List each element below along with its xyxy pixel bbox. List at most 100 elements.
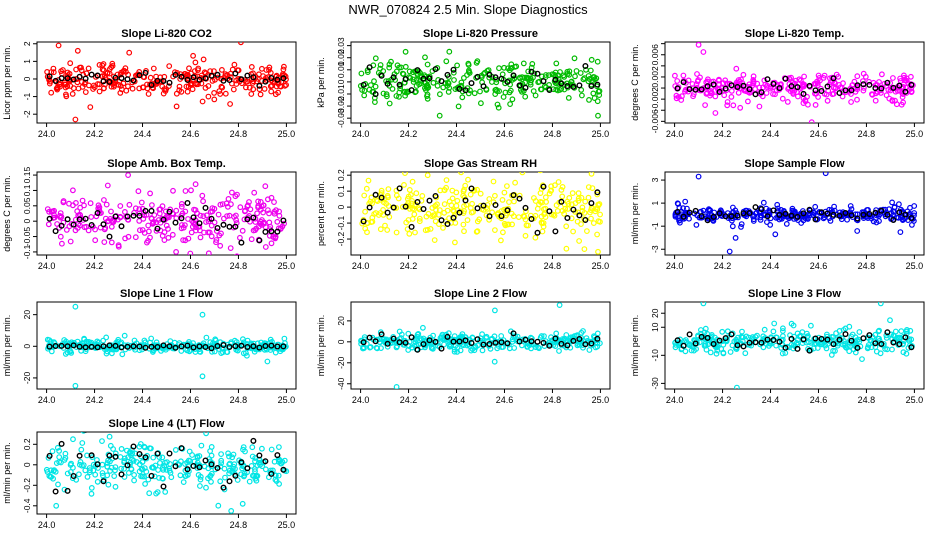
data-point — [491, 358, 498, 365]
x-tick-label: 24.6 — [182, 261, 200, 271]
data-point — [224, 72, 231, 78]
data-point — [380, 211, 387, 218]
data-point — [251, 473, 258, 479]
data-point — [167, 338, 174, 345]
data-point — [500, 229, 506, 236]
reference-point — [546, 208, 553, 215]
data-point — [727, 349, 734, 355]
data-point — [135, 188, 142, 195]
data-point — [760, 344, 767, 351]
panel-4: Slope Amb. Box Temp. degrees C per min. 24… — [2, 158, 297, 272]
reference-point — [812, 335, 819, 342]
panel-title: Slope Sample Flow — [744, 158, 845, 170]
data-point — [525, 68, 532, 75]
data-point — [109, 63, 116, 69]
data-point — [429, 213, 436, 220]
reference-point — [100, 221, 107, 228]
data-point — [559, 183, 566, 190]
data-point — [596, 88, 603, 94]
data-point — [56, 267, 61, 272]
data-point — [572, 200, 579, 207]
reference-point — [196, 76, 203, 83]
outlier-point — [199, 311, 206, 318]
reference-point — [902, 334, 909, 341]
data-point — [563, 223, 570, 230]
reference-point — [908, 344, 915, 351]
reference-point — [860, 335, 867, 342]
reference-point — [890, 216, 897, 223]
reference-point — [58, 440, 65, 447]
data-point — [156, 206, 163, 213]
x-tick-label: 24.2 — [714, 261, 732, 271]
data-point — [780, 325, 786, 332]
data-point — [238, 42, 244, 46]
reference-point — [112, 74, 119, 81]
reference-point — [594, 81, 601, 88]
data-point — [694, 71, 700, 77]
data-point — [78, 446, 85, 453]
data-point — [210, 68, 217, 74]
reference-point — [82, 75, 89, 82]
reference-point — [908, 215, 915, 222]
reference-point — [902, 211, 909, 218]
reference-point — [196, 343, 203, 350]
reference-point — [172, 463, 179, 470]
data-point — [876, 79, 882, 85]
reference-point — [908, 81, 915, 88]
reference-point — [64, 75, 71, 82]
reference-point — [118, 223, 125, 230]
data-point — [193, 224, 199, 231]
plot-frame — [36, 431, 297, 515]
data-point — [537, 172, 543, 174]
data-point — [892, 328, 899, 335]
data-point — [159, 454, 166, 461]
data-point — [242, 207, 249, 214]
data-point — [498, 237, 504, 244]
data-point — [402, 63, 409, 70]
y-tick-label: -1 — [650, 222, 660, 230]
data-point — [492, 192, 498, 199]
data-point — [449, 187, 456, 194]
data-point — [176, 83, 183, 90]
data-point — [539, 228, 546, 235]
reference-point — [172, 71, 179, 78]
data-point — [163, 86, 170, 92]
data-point — [124, 216, 131, 223]
data-point — [561, 86, 568, 93]
data-point — [898, 328, 905, 335]
reference-point — [426, 197, 433, 204]
data-point — [416, 215, 423, 222]
data-point — [713, 342, 720, 349]
reference-point — [716, 337, 723, 344]
data-point — [69, 464, 76, 471]
reference-point — [46, 215, 53, 222]
data-point — [108, 239, 115, 246]
data-point — [218, 457, 225, 464]
data-point — [215, 502, 222, 509]
data-point — [443, 177, 450, 184]
data-point — [707, 349, 714, 356]
data-point — [402, 172, 408, 176]
data-point — [186, 65, 192, 72]
reference-point — [46, 452, 53, 459]
reference-point — [674, 85, 681, 92]
data-point — [410, 69, 416, 76]
data-point — [698, 330, 704, 337]
reference-point — [70, 342, 77, 349]
panel-title: Slope Li-820 CO2 — [121, 28, 211, 40]
data-point — [259, 65, 265, 72]
data-point — [78, 64, 84, 71]
panel-title: Slope Line 1 Flow — [120, 288, 213, 300]
y-tick-label: 0.006 — [650, 44, 660, 66]
data-point — [165, 225, 171, 232]
data-point — [893, 101, 900, 108]
data-point — [83, 338, 90, 345]
y-axis-label: ml/min per min. — [2, 315, 12, 377]
x-tick-label: 24.0 — [352, 261, 370, 271]
x-tick-label: 24.0 — [38, 520, 56, 530]
data-point — [411, 211, 418, 218]
data-point — [397, 85, 404, 92]
reference-point — [480, 341, 487, 348]
reference-point — [510, 192, 517, 199]
data-point — [830, 347, 836, 354]
